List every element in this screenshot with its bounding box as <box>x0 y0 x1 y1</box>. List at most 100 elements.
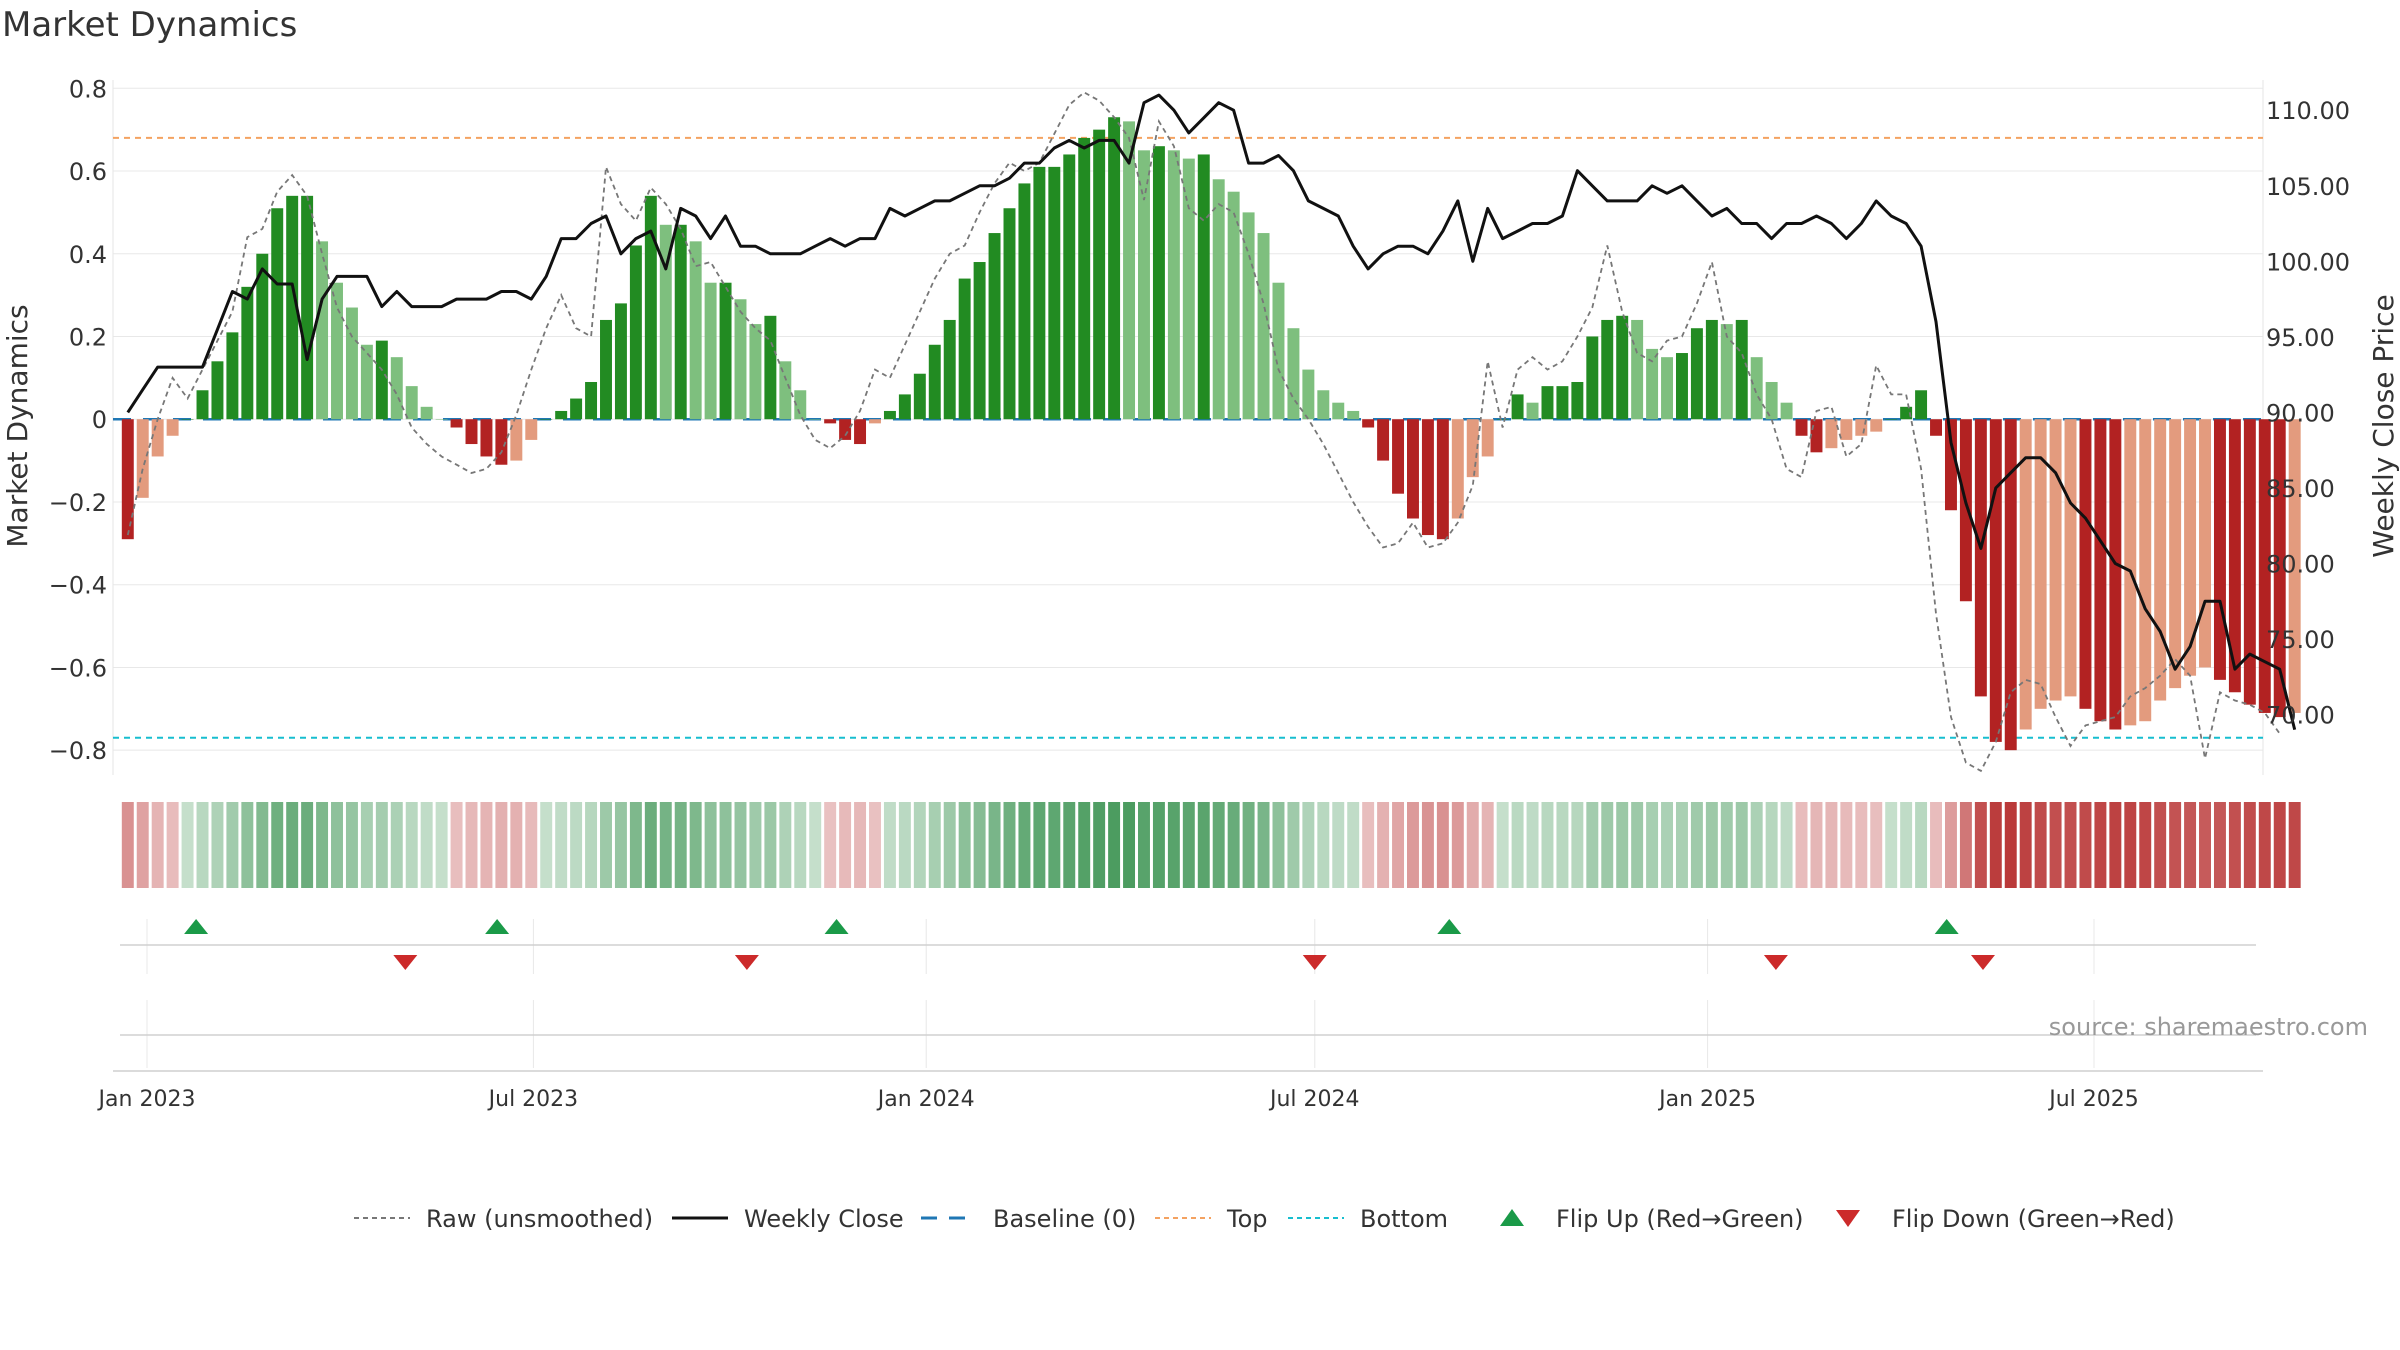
heat-cell <box>614 802 627 888</box>
heat-cell <box>1601 802 1614 888</box>
heat-cell <box>1870 802 1883 888</box>
heat-cell <box>824 802 837 888</box>
dynamics-bar <box>898 394 911 420</box>
heat-cell <box>794 802 807 888</box>
dynamics-bar <box>943 319 956 420</box>
heat-cell <box>301 802 314 888</box>
heat-cell <box>809 802 822 888</box>
dynamics-bar <box>824 419 837 424</box>
dynamics-bar <box>1825 419 1838 449</box>
dynamics-bar <box>1242 212 1255 420</box>
dynamics-bar <box>1212 179 1225 420</box>
dynamics-bar <box>1765 381 1778 420</box>
heat-cell <box>1167 802 1180 888</box>
dynamics-bar <box>480 419 493 457</box>
heat-cell <box>136 802 149 888</box>
dynamics-bar <box>1018 183 1031 420</box>
dynamics-bar <box>1466 419 1479 478</box>
dynamics-bar <box>1900 406 1913 420</box>
heat-cell <box>2273 802 2286 888</box>
dynamics-bar <box>734 299 747 420</box>
y2-tick-label: 75.00 <box>2266 626 2335 654</box>
dynamics-bar <box>1332 402 1345 420</box>
y2-tick-label: 85.00 <box>2266 475 2335 503</box>
y2-tick-label: 110.00 <box>2266 97 2350 125</box>
heat-cell <box>2199 802 2211 888</box>
legend: Raw (unsmoothed) Weekly Close Baseline (0)… <box>354 1205 2175 1233</box>
heat-cell <box>1466 802 1479 888</box>
heat-cell <box>1436 802 1449 888</box>
dynamics-bar <box>2228 419 2241 693</box>
legend-swatch-flip-down <box>1836 1210 1860 1227</box>
heat-cell <box>1138 802 1150 888</box>
heat-cell <box>1093 802 1106 888</box>
dynamics-bar <box>764 315 777 420</box>
heat-cell <box>689 802 702 888</box>
heat-cell <box>839 802 852 888</box>
heat-cell <box>1302 802 1315 888</box>
y-tick-label: −0.6 <box>49 654 107 682</box>
flip-down-marker <box>1302 955 1327 970</box>
heat-cell <box>1885 802 1898 888</box>
dynamics-bar <box>600 319 612 420</box>
heat-cell <box>898 802 911 888</box>
dynamics-bar <box>390 357 403 420</box>
heat-cell <box>405 802 418 888</box>
heat-cell <box>1930 802 1942 888</box>
dynamics-bar <box>181 419 194 420</box>
heat-cell <box>570 802 583 888</box>
legend-label: Bottom <box>1360 1205 1448 1233</box>
legend-swatch-flip-up <box>1500 1209 1524 1226</box>
dynamics-bar <box>1302 369 1315 420</box>
dynamics-bar <box>1989 419 2002 742</box>
dynamics-bar <box>1870 419 1883 432</box>
y-tick-label: 0.2 <box>69 323 107 351</box>
dynamics-bar <box>1541 386 1554 420</box>
dynamics-bar <box>913 373 926 420</box>
heat-cell <box>1750 802 1763 888</box>
heat-cell <box>1078 802 1091 888</box>
heat-cell <box>1018 802 1031 888</box>
flip-up-marker <box>1437 919 1462 934</box>
heat-cell <box>1033 802 1046 888</box>
dynamics-bar <box>226 332 239 420</box>
dynamics-bar <box>585 381 598 420</box>
heat-cell <box>1347 802 1360 888</box>
heat-cell <box>316 802 329 888</box>
heat-cell <box>1063 802 1076 888</box>
heat-cell <box>869 802 881 888</box>
dynamics-bar <box>2288 419 2301 713</box>
heat-cell <box>1332 802 1345 888</box>
dynamics-bar <box>869 419 881 424</box>
heat-cell <box>1765 802 1778 888</box>
weekly-close-line <box>126 93 2297 731</box>
dynamics-bar <box>1227 191 1240 420</box>
dynamics-bar <box>510 419 523 461</box>
heat-cell <box>2139 802 2152 888</box>
dynamics-bar <box>525 419 538 440</box>
dynamics-bar <box>1840 419 1853 440</box>
dynamics-bar <box>1197 154 1210 420</box>
heat-cell <box>390 802 403 888</box>
heat-cell <box>360 802 373 888</box>
dynamics-bar <box>1944 419 1957 511</box>
heat-cell <box>2064 802 2077 888</box>
y-tick-label: 0.8 <box>69 75 107 103</box>
right-axis-ticks: 110.00 105.00 100.00 95.00 90.00 85.00 80.00 75… <box>2266 97 2350 729</box>
dynamics-bar <box>1571 381 1584 420</box>
heat-cell <box>779 802 792 888</box>
dynamics-bar <box>2213 419 2226 680</box>
heat-cell <box>211 802 224 888</box>
x-tick-label: Jan 2024 <box>876 1087 975 1112</box>
heat-cell <box>2154 802 2167 888</box>
heat-cell <box>1526 802 1539 888</box>
dynamics-bar <box>1885 419 1898 420</box>
dynamics-bar <box>136 419 149 498</box>
heat-cell <box>1661 802 1674 888</box>
heat-cell <box>2213 802 2226 888</box>
dynamics-bar <box>854 419 867 445</box>
heat-cell <box>913 802 926 888</box>
heat-cell <box>2124 802 2137 888</box>
dynamics-bar <box>1795 419 1808 436</box>
dynamics-bar <box>2109 419 2122 730</box>
